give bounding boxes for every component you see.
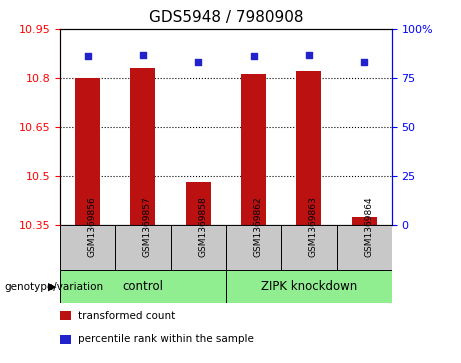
Bar [75, 78, 100, 225]
Bar [130, 68, 155, 225]
Bar [296, 71, 321, 225]
Point [139, 52, 147, 57]
Point [361, 60, 368, 65]
Text: GSM1369863: GSM1369863 [309, 196, 318, 257]
Bar [60, 225, 115, 270]
Point [84, 54, 91, 60]
Bar [186, 182, 211, 225]
Text: control: control [123, 280, 163, 293]
Text: percentile rank within the sample: percentile rank within the sample [78, 334, 254, 344]
Bar [241, 74, 266, 225]
Point [305, 52, 313, 57]
Text: ▶: ▶ [48, 282, 57, 292]
Text: transformed count: transformed count [78, 311, 176, 321]
Text: ZIPK knockdown: ZIPK knockdown [261, 280, 357, 293]
Title: GDS5948 / 7980908: GDS5948 / 7980908 [148, 10, 303, 25]
Bar [352, 217, 377, 225]
Point [250, 54, 257, 60]
Point [195, 60, 202, 65]
Bar [171, 225, 226, 270]
Bar [281, 225, 337, 270]
Bar [226, 225, 281, 270]
Text: GSM1369856: GSM1369856 [88, 196, 97, 257]
Text: GSM1369858: GSM1369858 [198, 196, 207, 257]
Text: GSM1369864: GSM1369864 [364, 196, 373, 257]
Text: genotype/variation: genotype/variation [5, 282, 104, 292]
Text: GSM1369862: GSM1369862 [254, 196, 263, 257]
Bar [60, 270, 226, 303]
Bar [226, 270, 392, 303]
Bar [337, 225, 392, 270]
Bar [115, 225, 171, 270]
Text: GSM1369857: GSM1369857 [143, 196, 152, 257]
